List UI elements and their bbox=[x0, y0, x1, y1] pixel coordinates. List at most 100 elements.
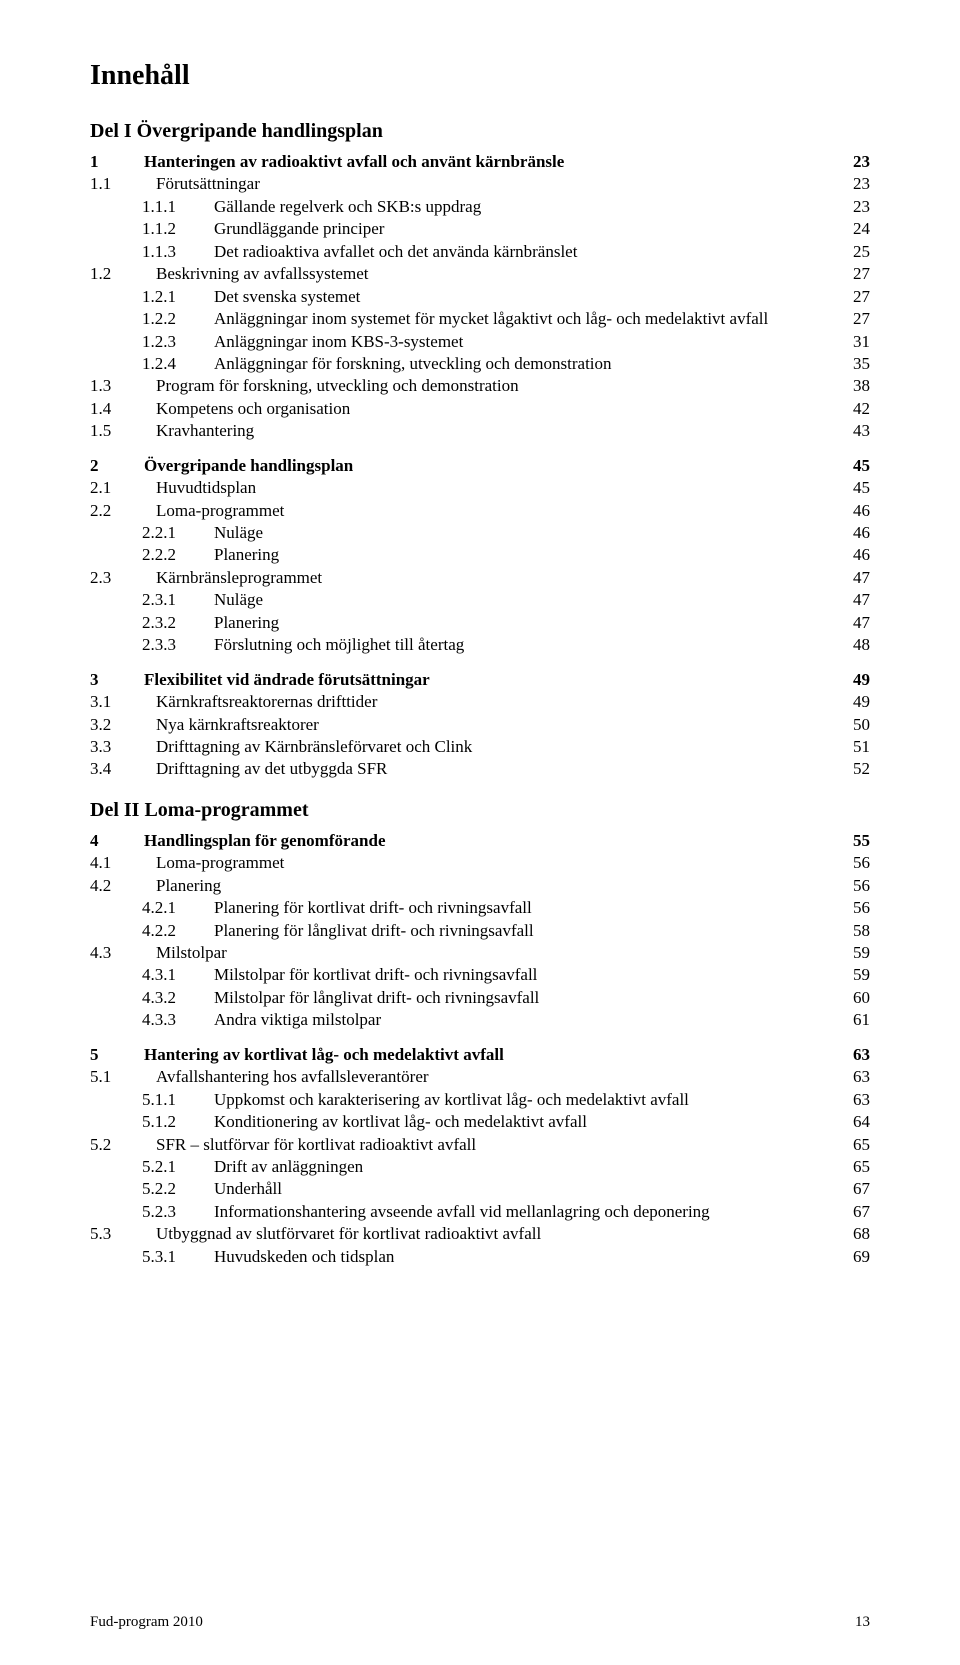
toc-entry-page: 27 bbox=[836, 308, 870, 330]
toc-entry-page: 61 bbox=[836, 1009, 870, 1031]
toc-entry-page: 47 bbox=[836, 589, 870, 611]
toc-entry-text: Milstolpar för kortlivat drift- och rivn… bbox=[214, 964, 836, 986]
toc-entry-page: 49 bbox=[836, 669, 870, 691]
toc-entry-text: Hantering av kortlivat låg- och medelakt… bbox=[144, 1044, 836, 1066]
toc-entry-page: 35 bbox=[836, 353, 870, 375]
toc-entry-page: 55 bbox=[836, 830, 870, 852]
footer-left: Fud-program 2010 bbox=[90, 1614, 203, 1631]
toc-entry: 2Övergripande handlingsplan45 bbox=[90, 455, 870, 477]
toc-entry: 4.3.3Andra viktiga milstolpar61 bbox=[142, 1009, 870, 1031]
toc-entry-number: 5.3.1 bbox=[142, 1246, 214, 1268]
toc-entry-page: 63 bbox=[836, 1066, 870, 1088]
toc-entry-page: 65 bbox=[836, 1134, 870, 1156]
toc-entry-page: 38 bbox=[836, 375, 870, 397]
toc-entry: 5.2SFR – slutförvar för kortlivat radioa… bbox=[90, 1134, 870, 1156]
toc-entry-page: 46 bbox=[836, 544, 870, 566]
toc-part-i: 1Hanteringen av radioaktivt avfall och a… bbox=[90, 151, 870, 781]
toc-entry-text: Det radioaktiva avfallet och det använda… bbox=[214, 241, 836, 263]
toc-entry: 1.2.3Anläggningar inom KBS-3-systemet31 bbox=[142, 331, 870, 353]
toc-entry-text: Uppkomst och karakterisering av kortliva… bbox=[214, 1089, 836, 1111]
toc-entry: 1.3Program för forskning, utveckling och… bbox=[90, 375, 870, 397]
toc-entry-page: 49 bbox=[836, 691, 870, 713]
toc-entry-number: 3.3 bbox=[90, 736, 156, 758]
toc-entry-number: 2.2.2 bbox=[142, 544, 214, 566]
toc-entry-number: 5.3 bbox=[90, 1223, 156, 1245]
toc-entry-number: 5.2 bbox=[90, 1134, 156, 1156]
document-page: Innehåll Del I Övergripande handlingspla… bbox=[0, 0, 960, 1665]
toc-entry: 2.3.1Nuläge47 bbox=[142, 589, 870, 611]
toc-entry-number: 3.4 bbox=[90, 758, 156, 780]
toc-entry-number: 5 bbox=[90, 1044, 144, 1066]
toc-entry-page: 63 bbox=[836, 1089, 870, 1111]
toc-entry: 1.1.1Gällande regelverk och SKB:s uppdra… bbox=[142, 196, 870, 218]
toc-entry-text: Kärnbränsleprogrammet bbox=[156, 567, 836, 589]
toc-entry: 4.2.1Planering för kortlivat drift- och … bbox=[142, 897, 870, 919]
toc-entry-number: 2.3.2 bbox=[142, 612, 214, 634]
toc-entry-page: 43 bbox=[836, 420, 870, 442]
toc-entry-text: Drifttagning av det utbyggda SFR bbox=[156, 758, 836, 780]
part-i-heading: Del I Övergripande handlingsplan bbox=[90, 120, 870, 143]
toc-entry-number: 2.1 bbox=[90, 477, 156, 499]
toc-entry: 1.1.3Det radioaktiva avfallet och det an… bbox=[142, 241, 870, 263]
toc-entry: 5.1.1Uppkomst och karakterisering av kor… bbox=[142, 1089, 870, 1111]
toc-entry-page: 69 bbox=[836, 1246, 870, 1268]
toc-entry: 2.3.2Planering47 bbox=[142, 612, 870, 634]
toc-entry-text: Övergripande handlingsplan bbox=[144, 455, 836, 477]
toc-entry-page: 67 bbox=[836, 1201, 870, 1223]
toc-entry: 5Hantering av kortlivat låg- och medelak… bbox=[90, 1044, 870, 1066]
toc-entry-number: 4.2.1 bbox=[142, 897, 214, 919]
toc-entry-text: Gällande regelverk och SKB:s uppdrag bbox=[214, 196, 836, 218]
toc-entry-number: 1.1.1 bbox=[142, 196, 214, 218]
toc-entry: 2.2Loma-programmet46 bbox=[90, 500, 870, 522]
toc-entry-number: 1.4 bbox=[90, 398, 156, 420]
toc-entry-text: Grundläggande principer bbox=[214, 218, 836, 240]
toc-entry-number: 4.2.2 bbox=[142, 920, 214, 942]
toc-entry-page: 27 bbox=[836, 263, 870, 285]
toc-entry-page: 23 bbox=[836, 151, 870, 173]
toc-entry-page: 48 bbox=[836, 634, 870, 656]
toc-entry-number: 5.2.2 bbox=[142, 1178, 214, 1200]
toc-entry: 4.1Loma-programmet56 bbox=[90, 852, 870, 874]
toc-entry-text: Milstolpar för långlivat drift- och rivn… bbox=[214, 987, 836, 1009]
toc-entry-number: 2.3.3 bbox=[142, 634, 214, 656]
toc-entry-text: Planering bbox=[214, 544, 836, 566]
toc-entry-text: Drifttagning av Kärnbränsleförvaret och … bbox=[156, 736, 836, 758]
toc-entry: 2.2.1Nuläge46 bbox=[142, 522, 870, 544]
toc-entry-page: 25 bbox=[836, 241, 870, 263]
toc-entry-page: 60 bbox=[836, 987, 870, 1009]
toc-entry-text: Flexibilitet vid ändrade förutsättningar bbox=[144, 669, 836, 691]
toc-entry: 1.2.4Anläggningar för forskning, utveckl… bbox=[142, 353, 870, 375]
toc-entry-text: Utbyggnad av slutförvaret för kortlivat … bbox=[156, 1223, 836, 1245]
part-ii-heading: Del II Loma-programmet bbox=[90, 799, 870, 822]
toc-entry-number: 2.2.1 bbox=[142, 522, 214, 544]
toc-entry-number: 1 bbox=[90, 151, 144, 173]
toc-entry: 5.2.3Informationshantering avseende avfa… bbox=[142, 1201, 870, 1223]
toc-entry-text: Nya kärnkraftsreaktorer bbox=[156, 714, 836, 736]
toc-entry-page: 45 bbox=[836, 455, 870, 477]
toc-entry: 5.2.1Drift av anläggningen65 bbox=[142, 1156, 870, 1178]
toc-entry-page: 23 bbox=[836, 196, 870, 218]
toc-entry: 3Flexibilitet vid ändrade förutsättninga… bbox=[90, 669, 870, 691]
toc-entry: 2.2.2Planering46 bbox=[142, 544, 870, 566]
toc-entry: 5.1Avfallshantering hos avfallsleverantö… bbox=[90, 1066, 870, 1088]
toc-entry: 5.3.1Huvudskeden och tidsplan69 bbox=[142, 1246, 870, 1268]
toc-entry-text: Förutsättningar bbox=[156, 173, 836, 195]
toc-entry: 4Handlingsplan för genomförande55 bbox=[90, 830, 870, 852]
toc-entry: 4.2.2Planering för långlivat drift- och … bbox=[142, 920, 870, 942]
toc-entry-text: Milstolpar bbox=[156, 942, 836, 964]
toc-entry: 1.4Kompetens och organisation42 bbox=[90, 398, 870, 420]
toc-entry-number: 1.1.2 bbox=[142, 218, 214, 240]
toc-entry-page: 52 bbox=[836, 758, 870, 780]
toc-entry-number: 4.3.1 bbox=[142, 964, 214, 986]
toc-entry-number: 3.1 bbox=[90, 691, 156, 713]
toc-entry: 3.4Drifttagning av det utbyggda SFR52 bbox=[90, 758, 870, 780]
toc-entry: 1.2.2Anläggningar inom systemet för myck… bbox=[142, 308, 870, 330]
toc-entry-page: 59 bbox=[836, 942, 870, 964]
toc-entry-number: 2.3 bbox=[90, 567, 156, 589]
toc-entry: 1.1.2Grundläggande principer24 bbox=[142, 218, 870, 240]
toc-entry-page: 31 bbox=[836, 331, 870, 353]
toc-entry-text: Det svenska systemet bbox=[214, 286, 836, 308]
toc-entry-text: Kompetens och organisation bbox=[156, 398, 836, 420]
toc-part-ii: 4Handlingsplan för genomförande554.1Loma… bbox=[90, 830, 870, 1268]
toc-entry-text: Loma-programmet bbox=[156, 852, 836, 874]
